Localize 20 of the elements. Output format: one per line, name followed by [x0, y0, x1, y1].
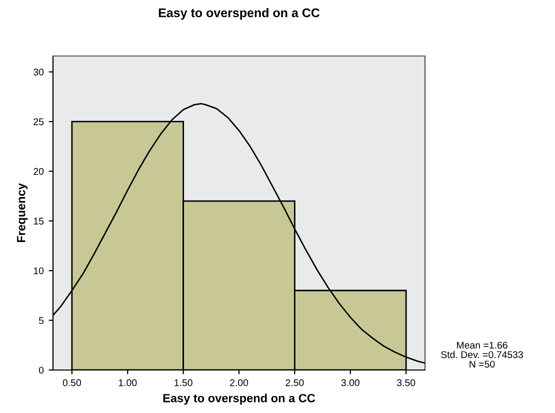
- x-tick-label: 2.50: [286, 379, 304, 386]
- text: Std. Dev. =0.74533: [441, 350, 523, 358]
- x-tick-label: 3.50: [396, 379, 416, 386]
- y-tick-label: 25: [34, 118, 44, 126]
- x-tick-label: 0.50: [62, 379, 82, 386]
- y-axis-title: Frequency: [17, 183, 28, 242]
- x-axis-title: Easy to overspend on a CC: [163, 394, 316, 405]
- y-tick-label: 10: [34, 267, 44, 274]
- text: N =50: [470, 360, 495, 368]
- text: Mean =1.66: [456, 342, 508, 349]
- x-tick-label: 3.00: [341, 379, 360, 386]
- chart-title: Easy to overspend on a CC: [158, 8, 320, 20]
- x-tick-label: 1.00: [118, 379, 137, 386]
- y-tick-label: 0: [38, 366, 44, 374]
- y-tick-label: 5: [38, 317, 44, 324]
- y-tick-label: 30: [34, 68, 44, 76]
- y-tick-label: 15: [34, 218, 44, 225]
- x-tick-label: 2.00: [230, 379, 248, 386]
- x-tick-label: 1.50: [174, 379, 192, 386]
- y-tick-label: 20: [34, 168, 44, 175]
